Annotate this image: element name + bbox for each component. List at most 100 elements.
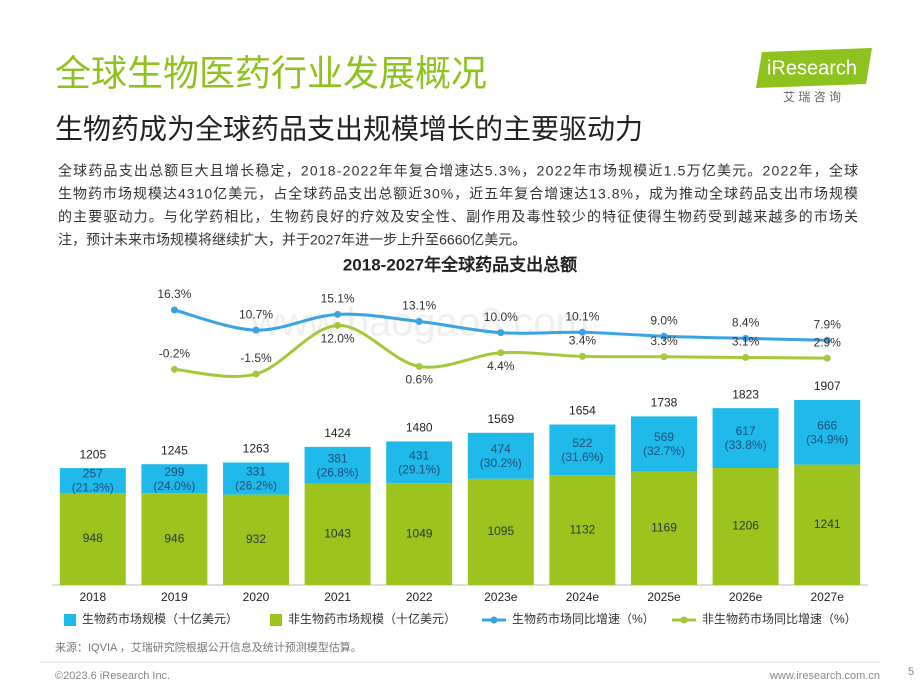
data-label: 4.4% xyxy=(487,359,515,373)
x-tick-label: 2027e xyxy=(811,590,845,604)
share-label: (21.3%) xyxy=(72,481,114,495)
total-label: 1823 xyxy=(732,387,759,401)
x-tick-label: 2024e xyxy=(566,590,600,604)
share-label: (24.0%) xyxy=(153,479,195,493)
website: www.iresearch.com.cn xyxy=(769,670,880,682)
x-tick-label: 2023e xyxy=(484,590,518,604)
legend-swatch xyxy=(270,614,282,626)
total-label: 1424 xyxy=(324,426,351,440)
bar-segment xyxy=(304,446,371,484)
total-label: 1263 xyxy=(243,442,270,456)
legend-label: 生物药市场规模（十亿美元） xyxy=(82,611,238,626)
data-label: 932 xyxy=(246,532,266,546)
data-label: 15.1% xyxy=(321,291,355,305)
line-point xyxy=(415,362,423,370)
subtitle: 生物药成为全球药品支出规模增长的主要驱动力 xyxy=(55,113,643,144)
total-label: 1907 xyxy=(814,379,841,393)
data-label: 331 xyxy=(246,465,266,479)
data-label: 16.3% xyxy=(157,287,191,301)
data-label: 1169 xyxy=(651,520,677,534)
share-label: (30.2%) xyxy=(480,456,522,470)
data-label: 10.7% xyxy=(239,307,273,321)
data-label: -0.2% xyxy=(159,346,191,360)
source: 来源：IQVIA ，艾瑞研究院根据公开信息及统计预测模型估算。 xyxy=(55,640,362,654)
data-label: 946 xyxy=(164,531,184,545)
share-label: (29.1%) xyxy=(398,463,440,477)
data-label: 8.4% xyxy=(732,316,760,330)
legend-swatch xyxy=(680,616,688,624)
share-label: (33.8%) xyxy=(725,438,767,452)
chart-title: 2018-2027年全球药品支出总额 xyxy=(343,254,577,274)
data-label: 948 xyxy=(83,531,103,545)
line-point xyxy=(823,354,831,362)
paragraph-line: 生物药市场规模达4310亿美元，占全球药品支出总额近30%，近五年复合增速达13… xyxy=(58,186,858,202)
data-label: 1206 xyxy=(732,519,759,533)
x-tick-label: 2019 xyxy=(161,590,188,604)
data-label: 12.0% xyxy=(321,332,355,346)
data-label: 617 xyxy=(736,424,756,438)
line-point xyxy=(660,332,668,340)
data-label: 299 xyxy=(164,465,184,479)
paragraph-line: 全球药品支出总额巨大且增长稳定，2018-2022年年复合增速达5.3%，202… xyxy=(58,163,858,179)
share-label: (31.6%) xyxy=(561,450,603,464)
data-label: 431 xyxy=(409,449,429,463)
total-label: 1480 xyxy=(406,421,433,435)
bar-segment xyxy=(304,483,371,585)
bar-segment xyxy=(712,408,779,469)
data-label: 0.6% xyxy=(406,373,434,387)
line-point xyxy=(252,370,260,378)
page-number: 5 xyxy=(908,666,914,678)
data-label: 1241 xyxy=(814,517,841,531)
data-label: 257 xyxy=(83,467,103,481)
paragraph-line: 的主要驱动力。与化学药相比，生物药良好的疗效及安全性、副作用及毒性较少的特征使得… xyxy=(58,209,858,225)
x-tick-label: 2020 xyxy=(243,590,270,604)
share-label: (26.8%) xyxy=(317,466,359,480)
line-point xyxy=(415,318,423,326)
data-label: 3.4% xyxy=(569,334,597,348)
bar-segment xyxy=(467,432,534,479)
bar-segment xyxy=(794,400,861,465)
data-label: 1049 xyxy=(406,526,433,540)
total-label: 1738 xyxy=(651,396,678,410)
line-point xyxy=(170,365,178,373)
data-label: 1132 xyxy=(569,522,595,536)
line-point xyxy=(823,336,831,344)
line-point xyxy=(334,321,342,329)
title: 全球生物医药行业发展概况 xyxy=(55,53,487,94)
data-label: 3.3% xyxy=(650,334,678,348)
bar-segment xyxy=(59,468,126,494)
bar-segment xyxy=(549,475,616,585)
bar-segment xyxy=(141,493,208,585)
bar-segment xyxy=(386,483,453,585)
logo: iResearch xyxy=(767,57,857,79)
line-point xyxy=(742,353,750,361)
logo-banner xyxy=(756,48,872,88)
data-label: 381 xyxy=(328,452,348,466)
bar-segment xyxy=(223,462,289,495)
legend-label: 非生物药市场规模（十亿美元） xyxy=(288,611,456,626)
line-point xyxy=(742,334,750,342)
total-label: 1654 xyxy=(569,404,596,418)
bar-segment xyxy=(223,494,289,585)
line-point xyxy=(334,310,342,318)
line-point xyxy=(497,329,505,337)
bar-segment xyxy=(59,493,126,585)
data-label: 1095 xyxy=(487,524,514,538)
data-label: -1.5% xyxy=(240,351,272,365)
data-label: 7.9% xyxy=(814,317,842,331)
x-tick-label: 2025e xyxy=(647,590,681,604)
bar-segment xyxy=(386,441,453,484)
legend-label: 非生物药市场同比增速（%） xyxy=(702,611,857,626)
data-label: 474 xyxy=(491,442,511,456)
data-label: 9.0% xyxy=(650,313,678,327)
data-label: 10.0% xyxy=(484,310,518,324)
bar-segment xyxy=(794,464,861,585)
total-label: 1205 xyxy=(79,447,106,461)
legend-swatch xyxy=(490,616,498,624)
share-label: (26.2%) xyxy=(235,479,277,493)
line-point xyxy=(660,353,668,361)
line-point xyxy=(252,326,260,334)
total-label: 1245 xyxy=(161,443,188,457)
bar-segment xyxy=(141,464,208,494)
